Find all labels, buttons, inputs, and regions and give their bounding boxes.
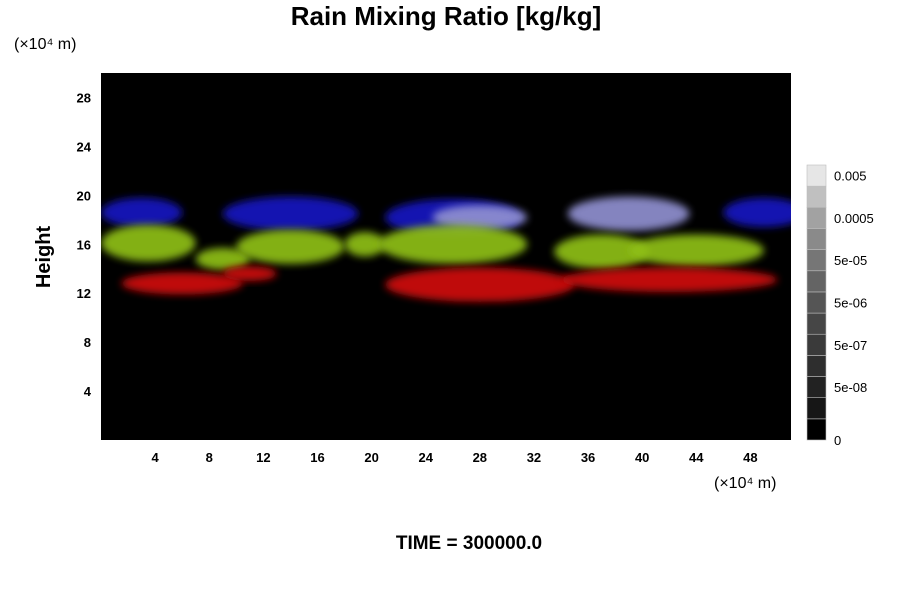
x-tick-label: 12 (256, 450, 270, 465)
band-2-feature-6 (628, 234, 764, 267)
colorbar-label: 5e-08 (834, 380, 867, 395)
colorbar-swatch (806, 185, 827, 208)
y-tick-label: 16 (77, 237, 91, 252)
band-2-feature-3 (344, 232, 386, 257)
colorbar-swatch (806, 355, 827, 377)
colorbar-label: 0.0005 (834, 211, 874, 226)
colorbar-swatch (806, 249, 827, 272)
colorbar-label: 5e-06 (834, 296, 867, 311)
colorbar-swatch (806, 207, 827, 229)
y-tick-label: 4 (84, 384, 92, 399)
y-tick-label: 8 (84, 335, 91, 350)
colorbar-swatch (806, 164, 827, 187)
x-tick-label: 24 (418, 450, 433, 465)
x-tick-label: 8 (206, 450, 213, 465)
x-axis: 4 8 12 16 20 24 28 32 36 40 44 48 (152, 450, 758, 465)
x-unit-label: (×10⁴ m) (714, 475, 776, 492)
x-tick-label: 36 (581, 450, 595, 465)
y-tick-label: 20 (77, 188, 91, 203)
band-2-feature-4 (378, 224, 528, 264)
colorbar-label: 0.005 (834, 169, 867, 184)
x-tick-label: 48 (743, 450, 757, 465)
band-3-feature-2 (385, 267, 575, 302)
x-tick-label: 16 (310, 450, 324, 465)
colorbar-label: 5e-05 (834, 253, 867, 268)
x-tick-label: 32 (527, 450, 541, 465)
x-tick-label: 20 (364, 450, 378, 465)
y-axis-label: Height (33, 226, 55, 289)
data-layer (101, 196, 791, 302)
colorbar-label: 0 (834, 433, 841, 448)
band-0-feature-3 (723, 197, 791, 228)
colorbar-swatch (806, 312, 827, 335)
colorbar-swatch (806, 270, 827, 293)
y-tick-label: 24 (77, 139, 92, 154)
band-0-feature-1 (222, 196, 359, 231)
band-2-feature-0 (101, 224, 196, 262)
y-tick-label: 12 (77, 286, 91, 301)
y-unit-label: (×10⁴ m) (14, 36, 76, 53)
colorbar-swatch (806, 291, 827, 314)
band-1-feature-0 (432, 205, 528, 230)
band-2-feature-1 (195, 247, 250, 270)
x-tick-label: 44 (689, 450, 704, 465)
colorbar-swatch (806, 397, 827, 420)
colorbar-swatch (806, 228, 827, 250)
band-3-feature-3 (561, 267, 778, 292)
y-axis: 4 8 12 16 20 24 28 (77, 90, 92, 399)
time-footer: TIME = 300000.0 (396, 533, 542, 554)
colorbar-swatch (806, 418, 827, 441)
band-3-feature-0 (121, 272, 244, 295)
band-3-feature-1 (222, 266, 277, 281)
x-tick-label: 40 (635, 450, 649, 465)
band-2-feature-2 (236, 229, 345, 264)
x-tick-label: 4 (152, 450, 160, 465)
band-2-feature-5 (554, 234, 649, 269)
colorbar-label: 5e-07 (834, 338, 867, 353)
y-tick-label: 28 (77, 90, 91, 105)
colorbar-swatch (806, 333, 827, 356)
band-1-feature-1 (567, 196, 690, 231)
band-0-feature-0 (101, 197, 183, 228)
chart-title: Rain Mixing Ratio [kg/kg] (291, 1, 602, 31)
x-tick-label: 28 (473, 450, 487, 465)
colorbar-swatch (806, 376, 827, 398)
colorbar: 0.005 0.0005 5e-05 5e-06 5e-07 5e-08 0 (806, 164, 874, 448)
